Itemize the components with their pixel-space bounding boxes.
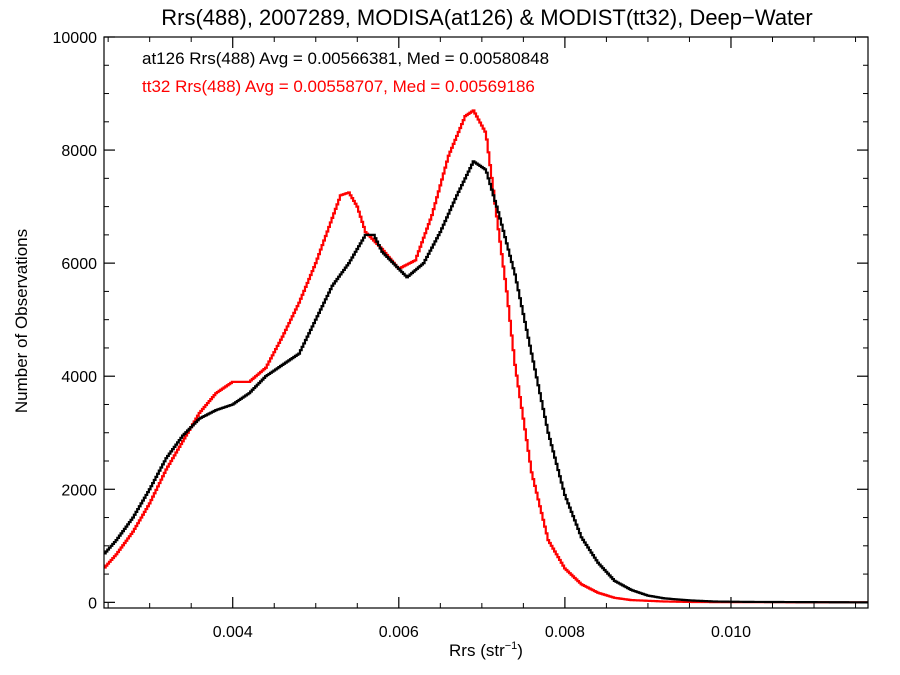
ticks-layer: 0.004 0.006 0.008 0.010 0 2000 4000 6000 8000 100… [53,30,868,641]
series-line-tt32 [104,109,868,604]
x-axis-label-close: ) [517,641,523,660]
y-axis-label: Number of Observations [12,229,31,413]
y-tick-label: 6000 [61,256,97,273]
x-tick-label: 0.010 [711,624,751,641]
x-tick-label: 0.004 [213,624,253,641]
y-tick-label: 10000 [53,30,98,47]
plot-frame [103,36,869,609]
y-tick-label: 2000 [61,482,97,499]
legend-stats-at126: at126 Rrs(488) Avg = 0.00566381, Med = 0… [142,49,549,68]
series-layer [104,109,868,604]
x-axis-label: Rrs (str−1) [449,640,523,660]
series-line-at126 [104,160,868,604]
y-tick-label: 0 [88,595,97,612]
x-axis-label-main: Rrs (str [449,641,505,660]
y-tick-label: 4000 [61,369,97,386]
x-tick-label: 0.006 [379,624,419,641]
legend-stats-tt32: tt32 Rrs(488) Avg = 0.00558707, Med = 0.… [142,77,535,96]
y-tick-label: 8000 [61,143,97,160]
chart-title: Rrs(488), 2007289, MODISA(at126) & MODIS… [161,5,812,30]
x-tick-label: 0.008 [545,624,585,641]
x-axis-label-superscript: −1 [505,640,518,652]
